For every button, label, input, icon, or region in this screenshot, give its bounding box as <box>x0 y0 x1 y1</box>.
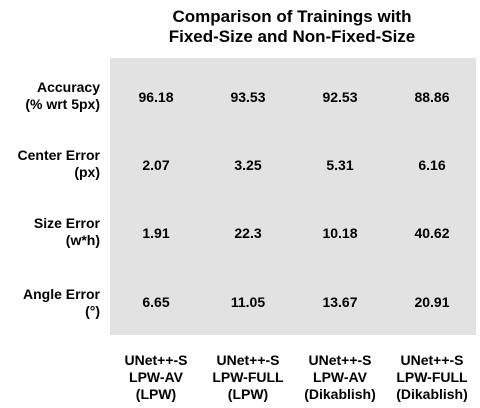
chart-title-line2: Fixed-Size and Non-Fixed-Size <box>168 27 416 46</box>
row-label-center-error-line1: Center Error <box>17 147 100 163</box>
cell-value: 13.67 <box>322 294 358 310</box>
column-label-line1: UNet++-S <box>216 352 280 368</box>
column-label: UNet++-S LPW-FULL (Dikablish) <box>384 352 480 403</box>
column-label-line2: LPW-AV <box>129 369 183 385</box>
cell-value: 6.16 <box>418 157 446 173</box>
cell-value: 2.07 <box>142 157 170 173</box>
column-label-line3: (Dikablish) <box>304 386 376 402</box>
row-label-center-error: Center Error (px) <box>0 147 100 181</box>
column-label-line1: UNet++-S <box>308 352 372 368</box>
row-label-angle-error: Angle Error (°) <box>0 286 100 320</box>
row-label-size-error: Size Error (w*h) <box>0 215 100 249</box>
column-label: UNet++-S LPW-FULL (LPW) <box>200 352 296 403</box>
chart-title-line1: Comparison of Trainings with <box>172 7 412 26</box>
column-label-line3: (LPW) <box>227 386 269 402</box>
row-label-size-error-line1: Size Error <box>33 215 100 231</box>
column-label-line1: UNet++-S <box>400 352 464 368</box>
column-label-line3: (LPW) <box>135 386 177 402</box>
cell-value: 1.91 <box>142 225 170 241</box>
row-label-angle-error-line1: Angle Error <box>22 286 100 302</box>
cell-value: 20.91 <box>414 294 450 310</box>
column-label-line2: LPW-FULL <box>396 369 468 385</box>
cell-value: 92.53 <box>322 89 358 105</box>
cell-value: 11.05 <box>230 294 266 310</box>
cell-value: 40.62 <box>414 225 450 241</box>
cell-value: 88.86 <box>414 89 450 105</box>
row-label-size-error-line2: (w*h) <box>65 232 100 248</box>
cell-value: 93.53 <box>230 89 266 105</box>
column-label-line3: (Dikablish) <box>396 386 468 402</box>
cell-value: 3.25 <box>234 157 262 173</box>
heatmap-grid <box>110 58 476 335</box>
row-label-angle-error-line2: (°) <box>85 303 100 319</box>
row-label-accuracy-line1: Accuracy <box>36 79 100 95</box>
column-label-line2: LPW-FULL <box>212 369 284 385</box>
cell-value: 6.65 <box>142 294 170 310</box>
column-label: UNet++-S LPW-AV (Dikablish) <box>292 352 388 403</box>
cell-value: 22.3 <box>234 225 262 241</box>
cell-value: 10.18 <box>322 225 358 241</box>
column-label-line2: LPW-AV <box>313 369 367 385</box>
cell-value: 5.31 <box>326 157 354 173</box>
row-label-accuracy: Accuracy (% wrt 5px) <box>0 79 100 113</box>
row-label-center-error-line2: (px) <box>74 164 100 180</box>
column-label-line1: UNet++-S <box>124 352 188 368</box>
row-label-accuracy-line2: (% wrt 5px) <box>25 96 100 112</box>
column-label: UNet++-S LPW-AV (LPW) <box>108 352 204 403</box>
cell-value: 96.18 <box>138 89 174 105</box>
